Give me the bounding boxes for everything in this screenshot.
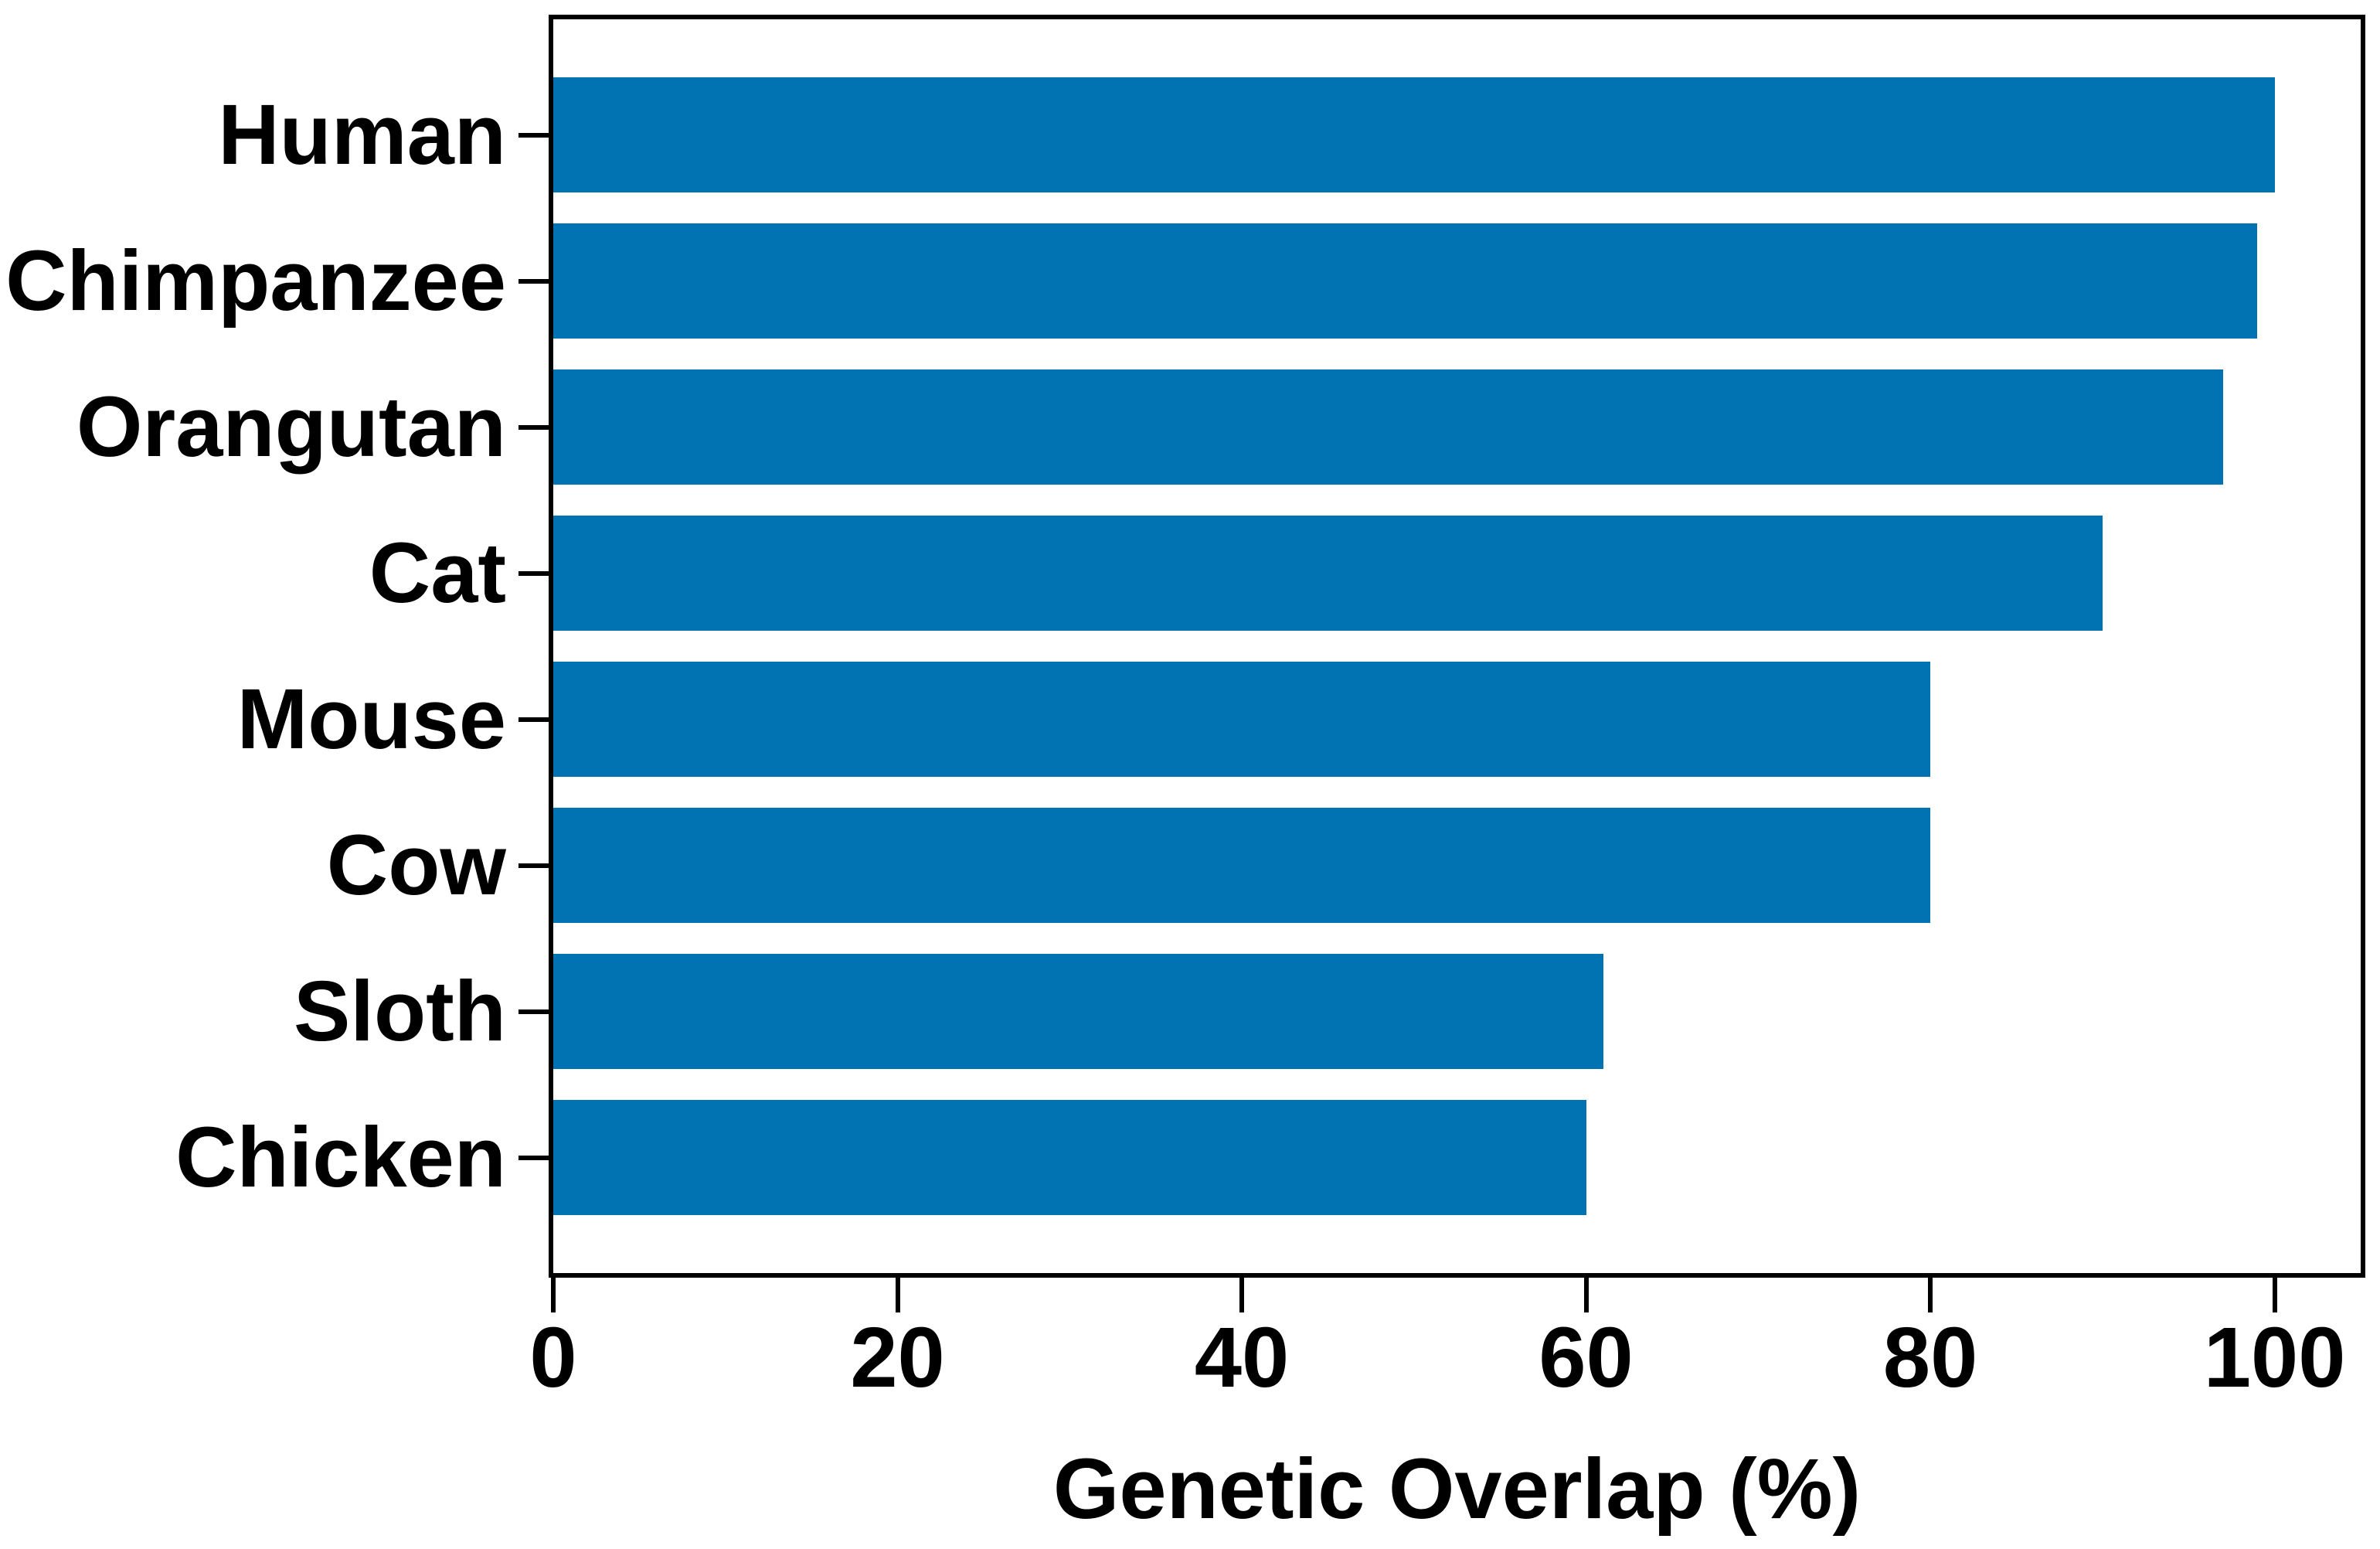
x-tick-label-60: 60 [1538,1310,1634,1405]
bar-chimpanzee [553,223,2258,339]
x-tick-mark [1239,1273,1245,1312]
y-tick-mark [518,1155,553,1160]
bar-sloth [553,954,1603,1070]
x-tick-mark [1583,1273,1589,1312]
y-tick-mark [518,278,553,284]
bar-cat [553,516,2103,632]
y-tick-mark [518,1009,553,1014]
bar-mouse [553,662,1931,778]
bar-chicken [553,1100,1586,1216]
y-tick-label-sloth: Sloth [294,963,506,1059]
y-tick-mark [518,424,553,430]
x-axis-tick-labels: 0 20 40 60 80 100 [529,1310,2361,1416]
x-tick-label-40: 40 [1194,1310,1290,1405]
y-tick-label-orangutan: Orangutan [76,379,506,475]
y-tick-label-human: Human [218,87,506,182]
x-tick-label-0: 0 [529,1310,577,1405]
y-tick-mark [518,570,553,576]
x-tick-mark [2272,1273,2277,1312]
y-tick-label-cat: Cat [369,525,506,621]
x-tick-label-20: 20 [850,1310,945,1405]
x-tick-label-80: 80 [1882,1310,1978,1405]
y-tick-label-chimpanzee: Chimpanzee [5,233,506,329]
y-tick-mark [518,132,553,138]
x-axis-title: Genetic Overlap (%) [1052,1442,1862,1537]
y-tick-mark [518,717,553,722]
bar-orangutan [553,369,2223,485]
y-axis-labels: Human Chimpanzee Orangutan Cat Mouse Cow Sloth… [0,0,506,1549]
y-tick-mark [518,863,553,868]
bar-cow [553,808,1931,924]
y-tick-label-chicken: Chicken [175,1109,506,1205]
x-tick-label-100: 100 [2203,1310,2346,1405]
plot-area [518,15,2365,1312]
bar-human [553,77,2275,192]
y-tick-label-cow: Cow [326,817,506,913]
x-tick-mark [895,1273,900,1312]
x-tick-mark [1928,1273,1933,1312]
x-tick-mark [551,1273,556,1312]
y-tick-label-mouse: Mouse [236,671,506,767]
